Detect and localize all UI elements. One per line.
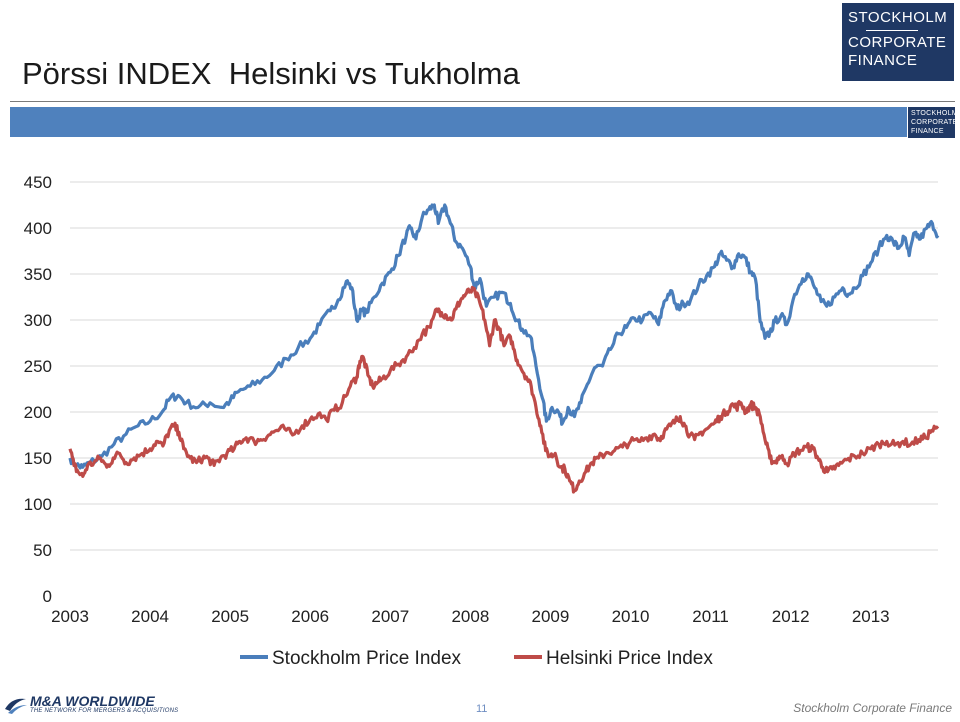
brand-logo-line2: CORPORATE [848,34,947,51]
brand-logo-divider [866,30,918,31]
x-tick-label: 2008 [451,607,489,626]
slide-title: Pörssi INDEX Helsinki vs Tukholma [22,56,520,91]
header-band [10,107,907,137]
y-tick-label: 200 [24,403,52,422]
y-tick-label: 400 [24,219,52,238]
y-axis-ticks: 0 50 100 150 200 250 300 350 400 450 [24,173,52,606]
brand-logo-line3: FINANCE [848,52,918,69]
series-line-stockholm [68,203,940,470]
x-tick-label: 2010 [612,607,650,626]
brand-logo-small-line2: CORPORATE [911,119,958,126]
partner-logo-tagline: THE NETWORK FOR MERGERS & ACQUISITIONS [30,708,179,714]
y-tick-label: 250 [24,357,52,376]
title-divider [10,101,955,102]
y-tick-label: 100 [24,495,52,514]
x-tick-label: 2005 [211,607,249,626]
y-tick-label: 50 [33,541,52,560]
series-line-helsinki [68,285,940,494]
brand-logo-small-line3: FINANCE [911,128,944,135]
y-tick-label: 150 [24,449,52,468]
x-tick-label: 2003 [51,607,89,626]
x-tick-label: 2009 [532,607,570,626]
x-tick-label: 2011 [692,607,729,626]
chart-legend: Stockholm Price Index Helsinki Price Inde… [240,648,713,669]
partner-logo-name: M&A WORLDWIDE [30,693,155,709]
x-tick-label: 2013 [852,607,890,626]
footer-company: Stockholm Corporate Finance [793,701,952,715]
x-tick-label: 2012 [772,607,810,626]
y-tick-label: 0 [43,587,52,606]
brand-logo-small: STOCKHOLM CORPORATE FINANCE [908,107,958,138]
partner-logo-mark-icon [5,698,27,714]
x-axis-ticks: 2003 2004 2005 2006 2007 2008 2009 2010 2011 2012… [51,607,890,626]
y-tick-label: 450 [24,173,52,192]
x-tick-label: 2007 [371,607,409,626]
brand-logo-small-line1: STOCKHOLM [911,110,958,117]
chart-series [68,203,940,494]
brand-logo: STOCKHOLM CORPORATE FINANCE [842,3,954,81]
partner-logo: M&A WORLDWIDE THE NETWORK FOR MERGERS & … [4,693,178,719]
x-tick-label: 2006 [291,607,329,626]
chart-gridlines [70,181,938,551]
price-index-chart: 0 50 100 150 200 250 300 350 400 450 2003 2004 2005… [24,173,940,669]
legend-label: Helsinki Price Index [546,648,713,669]
page-number: 11 [476,703,488,715]
brand-logo-line1: STOCKHOLM [848,9,948,26]
y-tick-label: 350 [24,265,52,284]
y-tick-label: 300 [24,311,52,330]
legend-label: Stockholm Price Index [272,648,462,669]
x-tick-label: 2004 [131,607,169,626]
